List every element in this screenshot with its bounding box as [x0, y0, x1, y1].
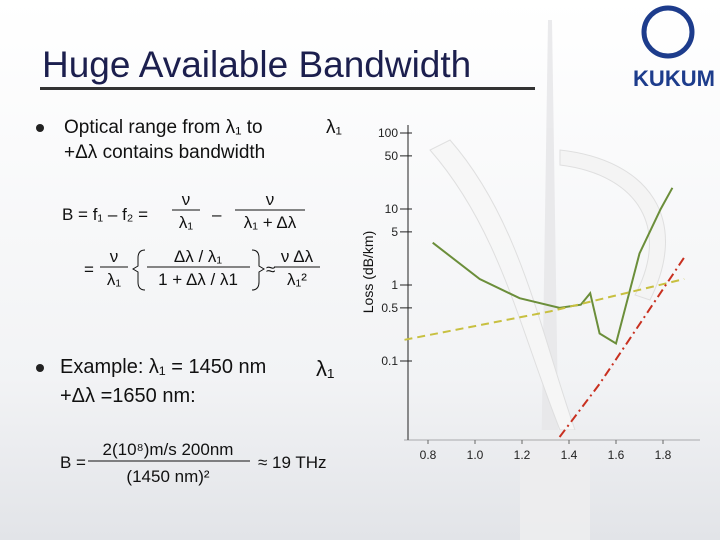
chart: Loss (dB/km) 0.1 0.5 1 5 10 50 100 0.8 1.0 1.2 1.4… [360, 125, 700, 462]
tower-photo [429, 20, 666, 540]
y-tick-label: 0.1 [381, 354, 398, 368]
eq-text: B = [60, 453, 86, 472]
y-axis-label: Loss (dB/km) [360, 231, 376, 313]
x-tick-label: 0.8 [420, 448, 437, 462]
eq-text: (1450 nm)² [126, 467, 209, 486]
bullet-text: λ₁ [316, 356, 334, 381]
y-tick-label: 0.5 [381, 301, 398, 315]
brace [251, 249, 265, 291]
y-tick-label: 5 [391, 225, 398, 239]
equation: B = f₁ – f₂ = ν λ₁ – ν λ₁ + Δλ = ν λ₁ Δλ… [62, 190, 320, 291]
eq-text: ν [266, 190, 275, 209]
eq-text: ν [110, 247, 119, 266]
bullet [36, 124, 44, 132]
y-tick-label: 10 [385, 202, 399, 216]
logo-text: KUKUM [633, 66, 715, 91]
series-line [558, 256, 686, 438]
y-tick-label: 100 [378, 126, 398, 140]
series-line [404, 278, 685, 341]
eq-text: = [84, 260, 94, 279]
x-tick-label: 1.2 [514, 448, 531, 462]
eq-text: 1 + Δλ / λ1 [158, 270, 238, 289]
x-tick-label: 1.4 [561, 448, 578, 462]
eq-text: λ₁ [179, 213, 194, 232]
brace [132, 249, 146, 291]
bullet-text: λ₁ [326, 117, 342, 138]
x-tick-label: 1.0 [467, 448, 484, 462]
eq-text: – [212, 205, 222, 224]
x-tick-label: 1.6 [608, 448, 625, 462]
eq-text: λ₁² [287, 270, 307, 289]
eq-text: 2(10⁸)m/s 200nm [103, 440, 234, 459]
bullet [36, 364, 44, 372]
bullet-text: +Δλ contains bandwidth [64, 142, 265, 163]
eq-text: ν [182, 190, 191, 209]
eq-text: ν Δλ [281, 247, 314, 266]
eq-text: Δλ / λ₁ [174, 247, 223, 266]
eq-text: λ₁ + Δλ [244, 213, 297, 232]
eq-text: ≈ [266, 260, 275, 279]
series-line [432, 187, 674, 346]
eq-text: λ₁ [107, 270, 122, 289]
y-tick-label: 50 [385, 149, 399, 163]
logo: KUKUM [633, 5, 715, 91]
y-tick-label: 1 [391, 278, 398, 292]
bullet-text: Optical range from λ₁ to [64, 117, 263, 138]
slide-title: Huge Available Bandwidth [42, 44, 471, 85]
eq-text: B = f₁ – f₂ = [62, 205, 148, 224]
equation: B = 2(10⁸)m/s 200nm (1450 nm)² ≈ 19 THz [60, 440, 327, 486]
bullet-text: Example: λ₁ = 1450 nm [60, 356, 266, 378]
eq-text: ≈ 19 THz [258, 453, 327, 472]
x-tick-label: 1.8 [655, 448, 672, 462]
bullet-text: +Δλ =1650 nm: [60, 385, 196, 407]
title-underline [40, 87, 535, 90]
